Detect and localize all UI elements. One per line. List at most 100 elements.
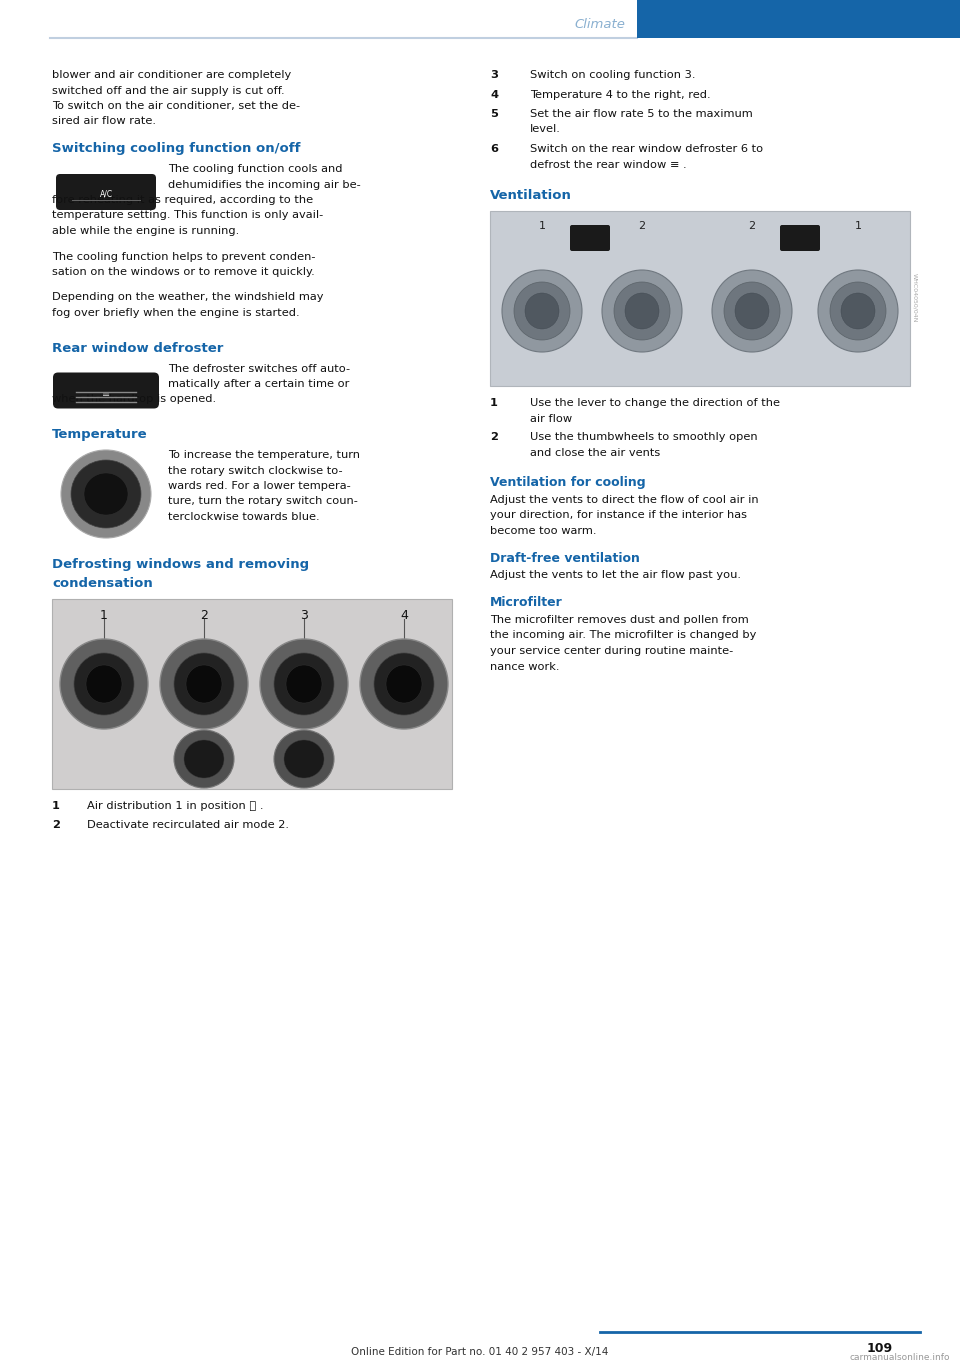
Ellipse shape (61, 449, 151, 538)
Text: The cooling function helps to prevent conden-: The cooling function helps to prevent co… (52, 252, 316, 262)
Text: Deactivate recirculated air mode 2.: Deactivate recirculated air mode 2. (87, 820, 289, 829)
Ellipse shape (260, 639, 348, 729)
Text: A/C: A/C (100, 189, 112, 199)
Text: 2: 2 (638, 221, 645, 232)
FancyBboxPatch shape (56, 174, 156, 210)
Ellipse shape (818, 270, 898, 351)
Text: Online Edition for Part no. 01 40 2 957 403 - X/14: Online Edition for Part no. 01 40 2 957 … (351, 1347, 609, 1357)
Text: sation on the windows or to remove it quickly.: sation on the windows or to remove it qu… (52, 267, 315, 276)
Text: Ventilation for cooling: Ventilation for cooling (490, 475, 646, 489)
Text: air flow: air flow (530, 414, 572, 424)
Text: carmanualsonline.info: carmanualsonline.info (850, 1354, 950, 1362)
Text: The cooling function cools and: The cooling function cools and (168, 163, 343, 174)
Ellipse shape (724, 282, 780, 340)
Text: Ventilation: Ventilation (490, 189, 572, 202)
Ellipse shape (284, 740, 324, 778)
Ellipse shape (274, 652, 334, 715)
Ellipse shape (841, 293, 875, 330)
Text: WHC04050/04N: WHC04050/04N (912, 274, 917, 323)
Text: The microfilter removes dust and pollen from: The microfilter removes dust and pollen … (490, 616, 749, 625)
Text: fore reheating it as required, according to the: fore reheating it as required, according… (52, 195, 313, 206)
Ellipse shape (525, 293, 559, 330)
FancyBboxPatch shape (780, 225, 820, 251)
Text: 1: 1 (854, 221, 861, 232)
Ellipse shape (286, 665, 322, 703)
Text: 6: 6 (200, 774, 208, 787)
Ellipse shape (386, 665, 422, 703)
Ellipse shape (374, 652, 434, 715)
Text: Draft-free ventilation: Draft-free ventilation (490, 552, 640, 564)
Text: become too warm.: become too warm. (490, 526, 596, 537)
Text: The defroster switches off auto-: The defroster switches off auto- (168, 364, 350, 373)
Text: 2: 2 (749, 221, 756, 232)
Text: 1: 1 (539, 221, 545, 232)
Ellipse shape (735, 293, 769, 330)
Ellipse shape (74, 652, 134, 715)
Text: the incoming air. The microfilter is changed by: the incoming air. The microfilter is cha… (490, 631, 756, 640)
Text: 3: 3 (490, 69, 498, 80)
Text: sired air flow rate.: sired air flow rate. (52, 117, 156, 127)
Ellipse shape (71, 460, 141, 528)
Ellipse shape (830, 282, 886, 340)
Text: wards red. For a lower tempera-: wards red. For a lower tempera- (168, 481, 350, 490)
Text: Use the lever to change the direction of the: Use the lever to change the direction of… (530, 398, 780, 409)
Text: Adjust the vents to let the air flow past you.: Adjust the vents to let the air flow pas… (490, 571, 741, 580)
Text: Set the air flow rate 5 to the maximum: Set the air flow rate 5 to the maximum (530, 109, 753, 118)
Ellipse shape (160, 639, 248, 729)
Text: switched off and the air supply is cut off.: switched off and the air supply is cut o… (52, 86, 284, 95)
Text: Switch on cooling function 3.: Switch on cooling function 3. (530, 69, 695, 80)
Ellipse shape (174, 730, 234, 789)
Text: Climate: Climate (574, 18, 625, 30)
Ellipse shape (502, 270, 582, 351)
Text: matically after a certain time or: matically after a certain time or (168, 379, 349, 390)
Text: Adjust the vents to direct the flow of cool air in: Adjust the vents to direct the flow of c… (490, 494, 758, 505)
Text: Defrosting windows and removing: Defrosting windows and removing (52, 558, 309, 571)
Text: dehumidifies the incoming air be-: dehumidifies the incoming air be- (168, 180, 361, 189)
Text: Temperature: Temperature (52, 428, 148, 441)
Text: 109: 109 (867, 1342, 893, 1354)
Text: Depending on the weather, the windshield may: Depending on the weather, the windshield… (52, 293, 324, 302)
Text: level.: level. (530, 124, 561, 135)
Text: ture, turn the rotary switch coun-: ture, turn the rotary switch coun- (168, 497, 358, 507)
FancyBboxPatch shape (53, 372, 159, 409)
Ellipse shape (625, 293, 659, 330)
Text: and close the air vents: and close the air vents (530, 448, 660, 458)
Text: 5: 5 (490, 109, 498, 118)
FancyBboxPatch shape (637, 0, 960, 38)
Ellipse shape (360, 639, 448, 729)
FancyBboxPatch shape (52, 599, 452, 789)
Text: condensation: condensation (52, 577, 153, 590)
Text: 4: 4 (400, 609, 408, 622)
Text: Air distribution 1 in position ⒦ .: Air distribution 1 in position ⒦ . (87, 801, 263, 810)
Ellipse shape (274, 730, 334, 789)
Text: 4: 4 (490, 90, 498, 99)
Ellipse shape (614, 282, 670, 340)
Text: ≡: ≡ (102, 388, 110, 399)
Text: 2: 2 (490, 432, 498, 443)
Ellipse shape (602, 270, 682, 351)
Text: Switch on the rear window defroster 6 to: Switch on the rear window defroster 6 to (530, 144, 763, 154)
Ellipse shape (60, 639, 148, 729)
Text: blower and air conditioner are completely: blower and air conditioner are completel… (52, 69, 291, 80)
FancyBboxPatch shape (570, 225, 610, 251)
Text: To increase the temperature, turn: To increase the temperature, turn (168, 449, 360, 460)
Text: 1: 1 (52, 801, 60, 810)
Text: terclockwise towards blue.: terclockwise towards blue. (168, 512, 320, 522)
Text: defrost the rear window ≡ .: defrost the rear window ≡ . (530, 159, 686, 169)
Text: Microfilter: Microfilter (490, 597, 563, 609)
Text: your service center during routine mainte-: your service center during routine maint… (490, 646, 733, 656)
FancyBboxPatch shape (490, 211, 910, 385)
Text: able while the engine is running.: able while the engine is running. (52, 226, 239, 236)
Text: nance work.: nance work. (490, 662, 560, 671)
Text: Temperature 4 to the right, red.: Temperature 4 to the right, red. (530, 90, 710, 99)
Ellipse shape (84, 473, 128, 515)
Ellipse shape (174, 652, 234, 715)
Ellipse shape (86, 665, 122, 703)
Text: fog over briefly when the engine is started.: fog over briefly when the engine is star… (52, 308, 300, 317)
Text: the rotary switch clockwise to-: the rotary switch clockwise to- (168, 466, 343, 475)
Ellipse shape (186, 665, 222, 703)
Ellipse shape (184, 740, 224, 778)
Text: Rear window defroster: Rear window defroster (52, 342, 224, 354)
Ellipse shape (712, 270, 792, 351)
Text: 1: 1 (490, 398, 498, 409)
